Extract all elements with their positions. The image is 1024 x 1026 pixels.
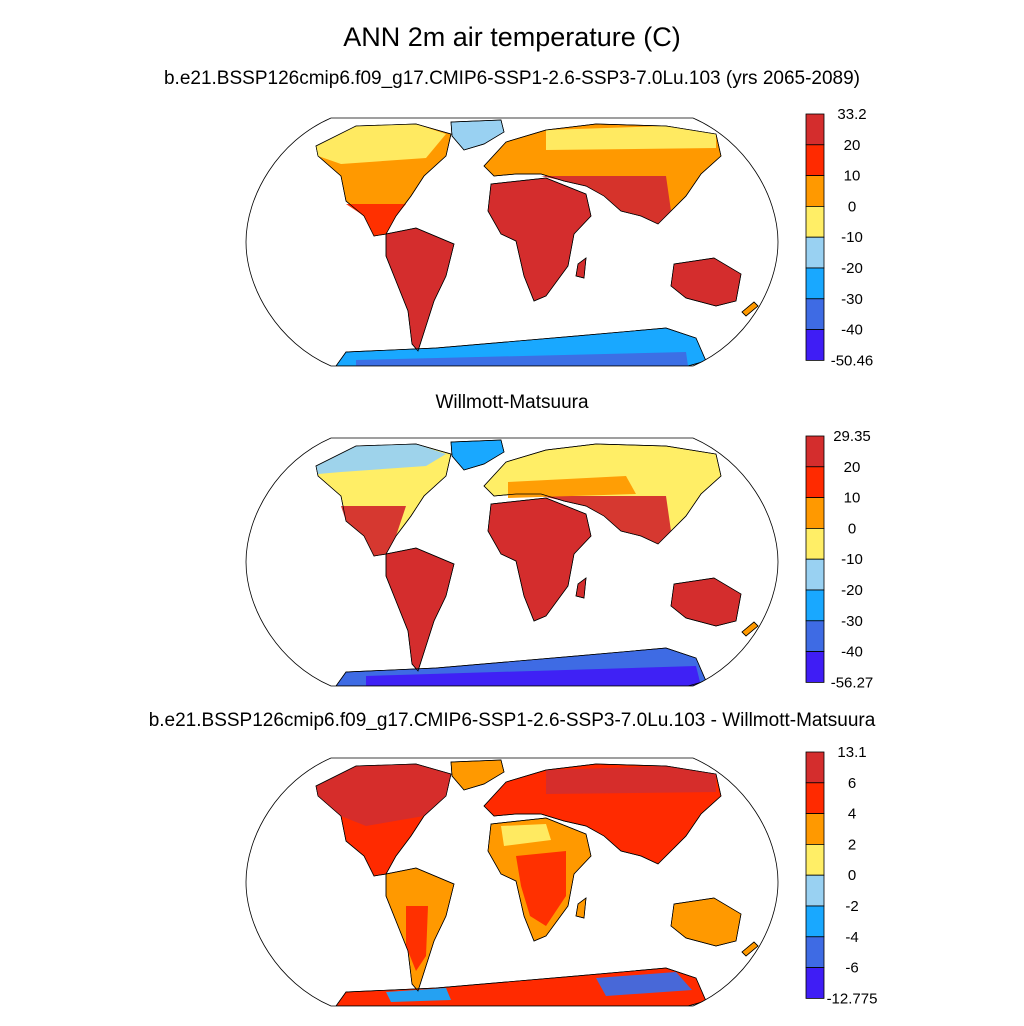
land-southAmerica (385, 547, 455, 672)
colorbar-label: -30 (841, 613, 863, 630)
colorbar-segment (805, 905, 825, 938)
colorbar-label: 0 (848, 198, 856, 215)
map-frame (245, 117, 779, 367)
land-australia (670, 897, 742, 947)
colorbar-label: 0 (848, 520, 856, 537)
colorbar-label: 13.1 (837, 744, 866, 761)
temperature-band (546, 126, 716, 150)
colorbar-segment (805, 967, 825, 999)
panel-3-title: b.e21.BSSP126cmip6.f09_g17.CMIP6-SSP1-2.… (148, 710, 876, 731)
map-frame (245, 437, 779, 687)
colorbar-segment (805, 751, 825, 784)
colorbar-label: 4 (848, 806, 856, 823)
colorbar-segment (805, 298, 825, 331)
colorbar-segment (805, 113, 825, 146)
colorbar-segment (805, 144, 825, 176)
temperature-band (316, 764, 451, 826)
map-frame (245, 757, 779, 1007)
colorbar-segment (805, 813, 825, 845)
colorbar-segment (805, 206, 825, 238)
panel-1-colorbar: 33.2 20 10 0 -10 -20 -30 -40 -50.46 (805, 106, 874, 369)
panel-2-title: Willmott-Matsuura (435, 392, 589, 413)
temperature-band (306, 204, 406, 236)
colorbar-label: 6 (848, 775, 856, 792)
colorbar-label: -40 (841, 644, 863, 661)
colorbar-label: -2 (845, 898, 858, 915)
colorbar-label: -4 (845, 929, 858, 946)
land-newZealand (741, 621, 759, 637)
panel-2-map (245, 437, 779, 687)
temperature-band (546, 766, 716, 794)
land-newZealand (741, 941, 759, 957)
colorbar-label: -40 (841, 322, 863, 339)
colorbar-label: -50.46 (831, 352, 874, 369)
colorbar-segment (805, 844, 825, 876)
panel-3-map (245, 757, 779, 1007)
colorbar-segment (805, 620, 825, 653)
colorbar-segment (805, 589, 825, 622)
colorbar-label: 33.2 (837, 106, 866, 123)
panel-2-colorbar: 29.35 20 10 0 -10 -20 -30 -40 -56.27 (805, 428, 874, 691)
colorbar-label: 10 (844, 168, 861, 185)
colorbar-segment (805, 329, 825, 361)
temperature-band (386, 988, 451, 1002)
land-australia (670, 257, 742, 307)
colorbar-label: -20 (841, 260, 863, 277)
land-greenland (450, 119, 505, 151)
land-southAmerica (385, 227, 455, 352)
colorbar-label: -20 (841, 582, 863, 599)
land-africa (487, 497, 592, 622)
temperature-band (406, 906, 428, 971)
colorbar-label: 0 (848, 867, 856, 884)
land-africa (487, 177, 592, 302)
temperature-band (366, 666, 701, 686)
panel-1-title: b.e21.BSSP126cmip6.f09_g17.CMIP6-SSP1-2.… (163, 68, 861, 89)
colorbar-label: 29.35 (833, 428, 871, 445)
colorbar-segment (805, 175, 825, 207)
temperature-band (516, 851, 566, 926)
land-greenland (450, 439, 505, 471)
colorbar-segment (805, 435, 825, 468)
panel-1-map (245, 117, 779, 367)
temperature-band (494, 496, 671, 544)
temperature-band (494, 176, 671, 224)
colorbar-segment (805, 466, 825, 498)
colorbar-segment (805, 558, 825, 591)
colorbar-segment (805, 936, 825, 969)
colorbar-segment (805, 236, 825, 269)
colorbar-segment (805, 497, 825, 529)
colorbar-segment (805, 874, 825, 907)
colorbar-label: 20 (844, 459, 861, 476)
temperature-band (501, 824, 551, 846)
colorbar-segment (805, 782, 825, 814)
panel-3-colorbar: 13.1 6 4 2 0 -2 -4 -6 -12.775 (805, 744, 878, 1007)
colorbar-label: -10 (841, 551, 863, 568)
temperature-band (596, 972, 692, 996)
colorbar-label: -30 (841, 291, 863, 308)
temperature-band (356, 352, 688, 366)
temperature-band (306, 506, 406, 556)
figure-title: ANN 2m air temperature (C) (343, 22, 681, 52)
colorbar-label: 20 (844, 137, 861, 154)
colorbar-label: -10 (841, 229, 863, 246)
colorbar-label: 2 (848, 836, 856, 853)
colorbar-label: -12.775 (827, 990, 878, 1007)
colorbar-segment (805, 528, 825, 560)
land-australia (670, 577, 742, 627)
land-newZealand (741, 301, 759, 317)
temperature-band (508, 476, 636, 498)
temperature-band (316, 124, 446, 164)
temperature-band (316, 444, 446, 474)
land-greenland (450, 759, 505, 791)
colorbar-segment (805, 267, 825, 300)
colorbar-label: -56.27 (831, 674, 874, 691)
colorbar-label: 10 (844, 490, 861, 507)
colorbar-label: -6 (845, 960, 858, 977)
colorbar-segment (805, 651, 825, 683)
